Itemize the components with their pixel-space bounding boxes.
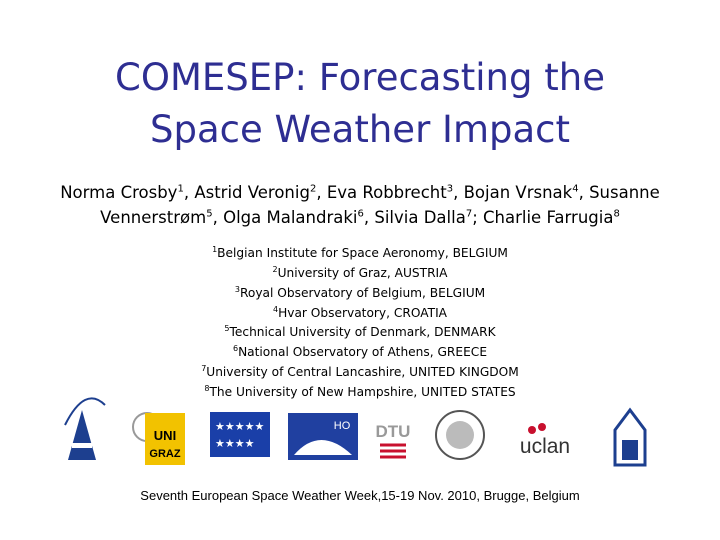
author-mark: 5 [206, 208, 213, 220]
author-name: Bojan Vrsnak [463, 182, 573, 202]
author-mark: 1 [177, 183, 184, 194]
affiliation: 7University of Central Lancashire, UNITE… [0, 361, 720, 381]
separator: , [183, 182, 190, 202]
title-line: COMESEP: Forecasting the [115, 56, 605, 99]
logos: UNI GRAZ ★★★★★★★★★ HO DTU uclan [64, 397, 647, 467]
affiliation-text: Technical University of Denmark, DENMARK [229, 325, 496, 340]
author-name: Olga Malandraki [223, 208, 358, 227]
logo-bira [64, 397, 106, 460]
separator: , [316, 182, 322, 202]
separator: , [578, 182, 584, 202]
logo-text: HO [334, 420, 351, 432]
affiliation-text: University of Central Lancashire, UNITED… [206, 365, 519, 380]
affiliation-mark: 1 [212, 245, 218, 254]
separator: , [212, 208, 218, 227]
authors: Norma Crosby1, Astrid Veronig2, Eva Robb… [60, 178, 660, 229]
affiliation-text: University of Graz, AUSTRIA [277, 265, 448, 280]
affiliation: 4Hvar Observatory, CROATIA [0, 302, 720, 322]
affiliation-mark: 8 [204, 384, 210, 394]
author-name: Eva Robbrecht [326, 182, 447, 202]
separator: , [453, 182, 459, 202]
affiliation: 2University of Graz, AUSTRIA [0, 262, 720, 282]
author-mark: 8 [613, 208, 620, 220]
affiliation-mark: 5 [224, 324, 230, 334]
author: Eva Robbrecht3, [327, 183, 459, 202]
author-mark: 3 [446, 183, 454, 194]
author: Bojan Vrsnak4, [464, 183, 584, 202]
separator: , [363, 208, 370, 227]
author-name: Silvia Dalla [374, 208, 466, 227]
logo-unh [613, 407, 647, 467]
logo-rob: ★★★★★★★★★ [210, 412, 270, 457]
logo-text: GRAZ [149, 448, 180, 460]
affiliation: 1Belgian Institute for Space Aeronomy, B… [0, 242, 720, 262]
author: Susanne Vennerstrøm5, [100, 183, 660, 228]
affiliation-text: Belgian Institute for Space Aeronomy, BE… [217, 246, 508, 261]
affiliation: 5Technical University of Denmark, DENMAR… [0, 321, 720, 341]
affiliation-text: The University of New Hampshire, UNITED … [209, 385, 516, 400]
author: Silvia Dalla7; [374, 208, 477, 227]
logo-uclan: uclan [520, 423, 570, 458]
logo-text: uclan [520, 435, 570, 458]
affiliations: 1Belgian Institute for Space Aeronomy, B… [0, 242, 720, 401]
title: COMESEP: Forecasting the Space Weather Im… [0, 52, 720, 156]
author: Charlie Farrugia8 [483, 208, 620, 227]
separator: ; [472, 208, 478, 227]
logo-text: DTU [376, 422, 411, 441]
author-mark: 7 [465, 208, 473, 220]
affiliation-mark: 7 [201, 364, 207, 374]
author-name: Charlie Farrugia [483, 208, 614, 227]
author-name: Astrid Veronig [194, 182, 310, 202]
logo-text: UNI [154, 428, 176, 443]
affiliation-mark: 3 [234, 284, 240, 294]
author: Norma Crosby1, [60, 183, 189, 202]
author-name: Norma Crosby [60, 182, 178, 202]
affiliation-text: National Observatory of Athens, GREECE [238, 345, 488, 360]
author-mark: 4 [572, 183, 579, 194]
logo-athens [435, 410, 485, 460]
author: Olga Malandraki6, [223, 208, 369, 227]
affiliation: 3Royal Observatory of Belgium, BELGIUM [0, 282, 720, 302]
affiliation-text: Hvar Observatory, CROATIA [278, 305, 448, 320]
logo-dtu: DTU [376, 422, 411, 459]
svg-text:★★★★: ★★★★ [215, 438, 255, 450]
affiliation-mark: 4 [272, 304, 279, 314]
footer: Seventh European Space Weather Week,15-1… [140, 488, 580, 503]
affiliation-mark: 2 [272, 264, 278, 274]
title-line: Space Weather Impact [149, 108, 571, 151]
author: Astrid Veronig2, [194, 183, 321, 202]
author-mark: 6 [357, 208, 364, 220]
affiliation: 6National Observatory of Athens, GREECE [0, 341, 720, 361]
affiliation-text: Royal Observatory of Belgium, BELGIUM [239, 285, 486, 300]
affiliation: 8The University of New Hampshire, UNITED… [0, 381, 720, 401]
affiliation-mark: 6 [232, 344, 239, 354]
author-name: Susanne Vennerstrøm [100, 182, 660, 228]
logo-graz: UNI GRAZ [132, 412, 185, 465]
logo-hvar: HO [288, 413, 358, 460]
author-mark: 2 [309, 183, 317, 194]
svg-text:★★★★★: ★★★★★ [215, 421, 264, 433]
